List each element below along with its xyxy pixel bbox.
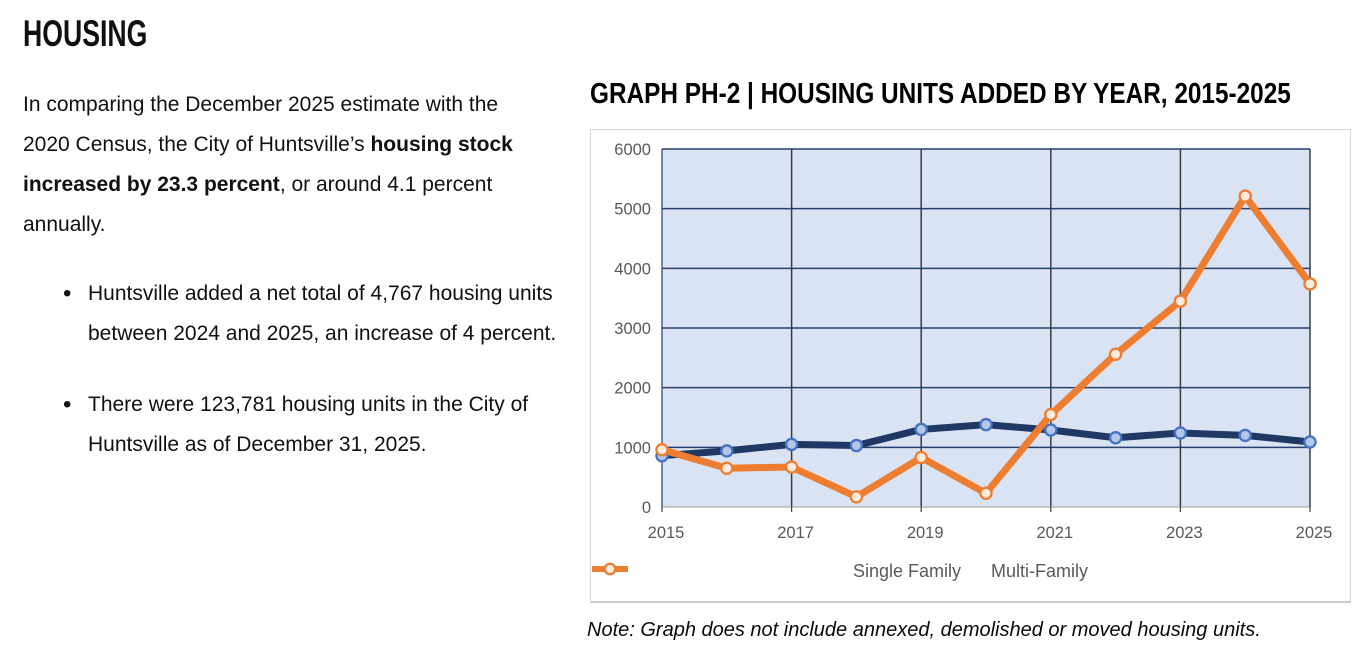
multi-family-data-point [1238, 189, 1252, 203]
legend-item: Multi-Family [592, 561, 1089, 582]
chart-legend: Single Family Multi-Family [591, 561, 1350, 582]
line-chart: 0 1000 2000 3000 4000 5000 6000 2015 2017 2019 202… [614, 141, 1333, 542]
y-axis-label: 3000 [614, 320, 651, 338]
intro-text-1: In comparing the December 2025 estimate … [23, 93, 499, 156]
y-axis-label: 4000 [614, 260, 651, 278]
single-family-data-point [914, 422, 928, 437]
multi-family-data-point [849, 490, 864, 504]
x-axis-label: 2019 [907, 524, 944, 542]
chart-title: GRAPH PH-2 | HOUSING UNITS ADDED BY YEAR… [590, 75, 1362, 113]
chart-frame: 0 1000 2000 3000 4000 5000 6000 2015 2017 2019 202… [590, 129, 1351, 603]
single-family-data-point [849, 438, 864, 453]
x-axis-label: 2015 [648, 524, 685, 542]
multi-family-data-point [1303, 277, 1317, 291]
single-family-data-point [1108, 431, 1123, 445]
y-axis-label: 5000 [614, 201, 651, 219]
multi-family-data-point [720, 461, 734, 475]
list-item: There were 123,781 housing units in the … [63, 385, 563, 465]
single-family-data-point [1238, 428, 1252, 443]
single-family-data-point [784, 437, 799, 452]
multi-family-data-point [914, 450, 928, 465]
multi-family-data-point [655, 442, 669, 457]
multi-family-data-point [784, 460, 799, 474]
legend-label: Single Family [852, 561, 962, 581]
housing-section: HOUSING In comparing the December 2025 e… [23, 8, 563, 496]
single-family-data-point [1173, 426, 1188, 440]
multi-family-data-point [1173, 294, 1188, 308]
page-title: HOUSING [23, 14, 563, 54]
x-axis-label: 2023 [1166, 524, 1203, 542]
single-family-data-point [979, 417, 993, 432]
y-axis-label: 6000 [614, 141, 651, 159]
intro-paragraph: In comparing the December 2025 estimate … [23, 85, 528, 245]
legend-label: Multi-Family [991, 561, 1089, 581]
single-family-data-point [1303, 435, 1317, 449]
y-axis-label: 2000 [614, 380, 651, 398]
multi-family-data-point [979, 486, 993, 501]
bullet-list: Huntsville added a net total of 4,767 ho… [23, 274, 563, 465]
chart-note: Note: Graph does not include annexed, de… [587, 619, 1261, 641]
multi-family-data-point [1044, 407, 1058, 422]
x-axis-label: 2021 [1036, 524, 1073, 542]
single-family-data-point [1044, 423, 1058, 437]
y-axis-label: 1000 [614, 439, 651, 457]
list-item: Huntsville added a net total of 4,767 ho… [63, 274, 563, 354]
legend-marker-icon [592, 562, 628, 576]
x-axis-label: 2017 [777, 524, 814, 542]
intro-text-2: , or around 4.1 percent annually. [23, 173, 493, 236]
chart-title-text: GRAPH PH-2 | HOUSING UNITS ADDED BY YEAR… [590, 78, 1291, 110]
chart-section: GRAPH PH-2 | HOUSING UNITS ADDED BY YEAR… [587, 75, 1362, 642]
legend-item: Single Family [592, 561, 962, 582]
page-title-text: HOUSING [23, 13, 148, 54]
intro-text-bold: housing stock increased by 23.3 percent [23, 133, 513, 196]
x-axis-label: 2025 [1296, 524, 1333, 542]
y-axis-label: 0 [642, 499, 651, 517]
single-family-data-point [720, 444, 734, 458]
multi-family-data-point [1108, 347, 1123, 362]
